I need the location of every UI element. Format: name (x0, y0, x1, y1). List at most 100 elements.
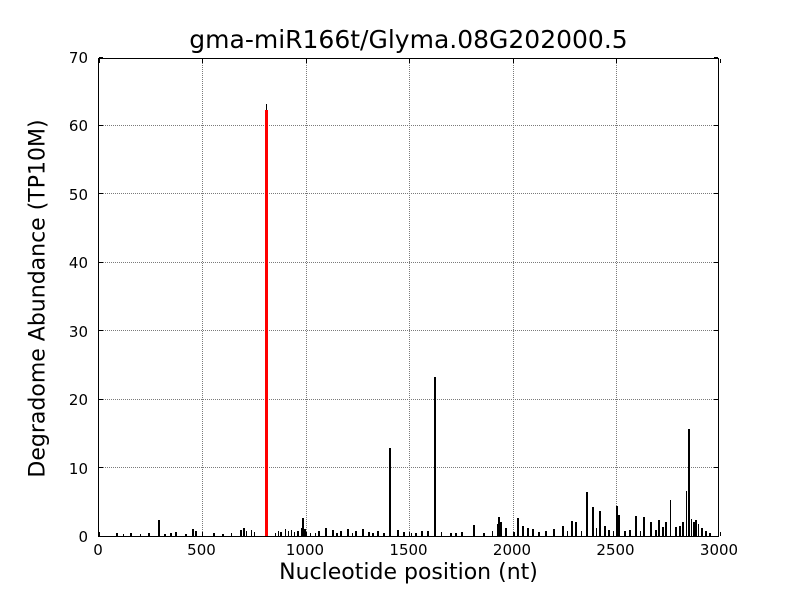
degradome-spike (599, 511, 601, 536)
degradome-spike (290, 529, 293, 536)
degradome-spike (368, 531, 370, 536)
degradome-spike (397, 529, 399, 536)
degradome-spike (245, 530, 248, 536)
y-tick-label: 10 (68, 459, 88, 478)
degradome-spike (230, 533, 233, 536)
y-tick-mark-right (714, 124, 718, 126)
degradome-spike (658, 519, 660, 536)
x-tick-mark-top (616, 59, 617, 63)
x-gridline (202, 59, 203, 536)
degradome-spike (383, 532, 385, 536)
degradome-spike (410, 533, 413, 536)
cleavage-site-marker (264, 109, 268, 536)
degradome-spike (222, 533, 224, 536)
degradome-spike (498, 516, 500, 536)
y-tick-label: 50 (68, 185, 88, 204)
y-tick-label: 0 (78, 528, 88, 546)
degradome-spike (139, 533, 142, 536)
degradome-spike (709, 533, 711, 536)
degradome-spike (274, 532, 277, 536)
y-axis-label: Degradome Abundance (TP10M) (25, 119, 51, 478)
degradome-spike (608, 529, 610, 536)
degradome-spike (318, 530, 320, 536)
y-tick-mark (99, 535, 103, 537)
y-tick-mark (99, 467, 103, 469)
x-tick-label: 2000 (492, 541, 532, 559)
x-tick-mark (202, 532, 203, 536)
y-tick-mark (99, 398, 103, 400)
y-tick-mark-right (714, 535, 718, 537)
degradome-spike (595, 527, 598, 536)
degradome-spike (705, 531, 707, 536)
degradome-spike (571, 520, 573, 536)
x-tick-label: 1000 (285, 541, 325, 559)
degradome-spike (662, 527, 664, 536)
degradome-spike (643, 516, 645, 536)
y-tick-mark (99, 261, 103, 263)
degradome-spike (688, 428, 690, 536)
degradome-spike (304, 529, 306, 536)
degradome-spike (192, 529, 194, 536)
y-gridline (99, 467, 718, 469)
degradome-spike (340, 531, 342, 536)
x-tick-mark-top (305, 59, 307, 63)
y-gridline (99, 124, 718, 126)
degradome-spike (682, 521, 684, 536)
degradome-spike (450, 532, 452, 536)
degradome-spike (296, 530, 299, 536)
degradome-spike (455, 533, 457, 536)
degradome-spike (116, 533, 118, 536)
degradome-spike (148, 532, 150, 536)
y-tick-mark-right (714, 330, 718, 332)
y-tick-mark (99, 124, 103, 126)
degradome-spike (414, 532, 417, 536)
x-tick-mark-top (202, 59, 203, 63)
x-gridline (512, 59, 514, 536)
y-tick-mark (99, 330, 103, 332)
x-gridline (409, 59, 410, 536)
degradome-spike (427, 530, 429, 536)
degradome-spike (697, 523, 700, 536)
y-tick-label: 20 (68, 391, 88, 410)
y-tick-mark (99, 193, 103, 195)
degradome-spike (623, 530, 626, 536)
y-tick-label: 30 (68, 322, 88, 341)
x-tick-mark (512, 532, 514, 536)
degradome-spike (280, 531, 282, 536)
y-tick-mark-right (714, 398, 718, 400)
x-tick-mark-top (409, 59, 410, 63)
degradome-spike (496, 524, 499, 536)
degradome-spike (377, 530, 379, 536)
degradome-spike (669, 500, 672, 536)
degradome-spike (284, 529, 287, 536)
plot-area (98, 56, 721, 537)
degradome-spike (612, 531, 615, 536)
x-tick-label: 3000 (699, 541, 739, 559)
x-tick-mark (719, 532, 721, 536)
x-tick-mark-top (719, 59, 721, 63)
degradome-spike (639, 531, 642, 536)
x-gridline (616, 59, 617, 536)
degradome-spike (522, 525, 524, 536)
y-gridline (99, 193, 718, 195)
x-tick-label: 500 (187, 541, 216, 559)
degradome-spike (505, 527, 507, 536)
y-gridline (99, 261, 718, 263)
degradome-spike (175, 531, 177, 536)
degradome-spike (635, 516, 637, 536)
degradome-spike (240, 529, 242, 536)
y-tick-mark-right (714, 193, 718, 195)
degradome-spike (491, 531, 494, 536)
degradome-spike (655, 529, 657, 536)
degradome-spike (586, 492, 588, 536)
chart-title: gma-miR166t/Glyma.08G202000.5 (189, 25, 628, 54)
degradome-spike (695, 520, 697, 536)
degradome-spike (213, 533, 215, 536)
x-tick-mark (616, 532, 617, 536)
x-tick-mark-top (512, 59, 514, 63)
degradome-spike (287, 531, 290, 536)
degradome-spike (461, 531, 464, 536)
x-tick-label: 1500 (389, 541, 428, 559)
degradome-spike (517, 518, 519, 536)
